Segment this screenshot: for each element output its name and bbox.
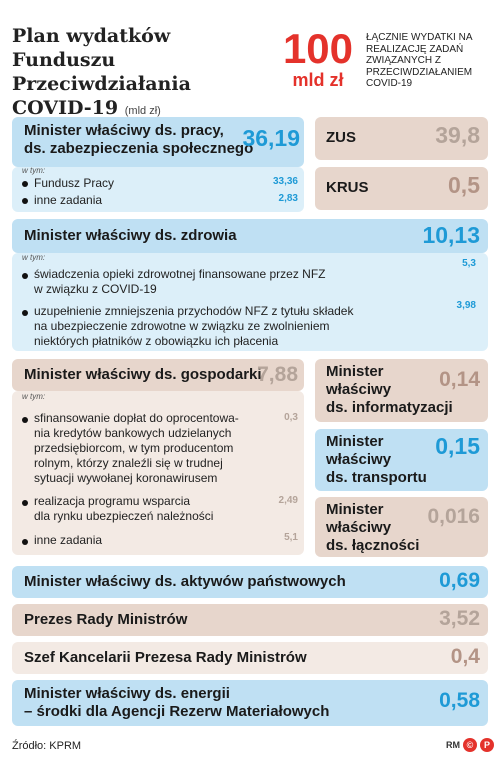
label-szef-kprm: Szef Kancelarii Prezesa Rady Ministrów [24, 649, 307, 666]
in-that-label: w tym: [22, 166, 46, 175]
item-doplaty-line3: przedsiębiorcom, w tym producentom [34, 441, 234, 455]
label-transport-2: właściwy [326, 451, 392, 468]
bullet [22, 417, 28, 423]
chart-title: Plan wydatków Funduszu Przeciwdziałania … [12, 24, 272, 123]
box-praca-details [12, 167, 304, 212]
value-krus: 0,5 [448, 172, 480, 198]
box-energia [12, 680, 488, 726]
value-doplaty: 0,3 [284, 412, 298, 423]
label-aktywa: Minister właściwy ds. aktywów państwowyc… [24, 573, 346, 590]
label-gospodarka: Minister właściwy ds. gospodarki [24, 366, 262, 383]
box-gospodarka-header [12, 359, 304, 391]
value-energia: 0,58 [439, 689, 480, 712]
bullet [22, 539, 28, 545]
value-nfz-2: 3,98 [456, 300, 476, 311]
publisher-logo: RM © P [446, 738, 494, 752]
label-informatyzacja-3: ds. informatyzacji [326, 399, 453, 416]
label-zdrowie: Minister właściwy ds. zdrowia [24, 227, 237, 244]
total-description: ŁĄCZNIE WYDATKI NA REALIZACJĘ ZADAŃ ZWIĄ… [366, 32, 473, 89]
bullet [22, 198, 28, 204]
item-nfz-2-line1: uzupełnienie zmniejszenia przychodów NFZ… [34, 304, 354, 318]
box-aktywa [12, 566, 488, 598]
value-nfz-1: 5,3 [462, 258, 476, 269]
label-zus: ZUS [326, 129, 356, 146]
logo-text: RM [446, 740, 460, 750]
item-ubezpieczenia-line2: dla rynku ubezpieczeń należności [34, 509, 214, 523]
box-gospodarka-details [12, 391, 304, 555]
item-nfz-2-line3: niektórych płatników z obowiązku ich pła… [34, 334, 279, 348]
label-transport-3: ds. transportu [326, 469, 427, 486]
box-zus [315, 117, 488, 160]
box-szef-kprm [12, 642, 488, 674]
value-gospodarka: 7,88 [257, 363, 298, 386]
title-line-2: Przeciwdziałania [12, 73, 191, 95]
value-szef-kprm: 0,4 [450, 645, 480, 668]
box-praca-header [12, 117, 304, 167]
box-zdrowie-header [12, 219, 488, 253]
value-zus: 39,8 [435, 122, 480, 148]
label-transport-1: Minister [326, 433, 384, 450]
label-praca-2: ds. zabezpieczenia społecznego [24, 140, 254, 157]
value-praca-inne: 2,83 [278, 193, 298, 204]
label-energia-1: Minister właściwy ds. energii [24, 685, 230, 702]
item-gospodarka-inne: inne zadania [34, 533, 103, 547]
source-note: Źródło: KPRM [12, 740, 82, 752]
total-value: 100 [282, 25, 354, 72]
title-line-3: COVID-19 (mld zł) [12, 96, 272, 123]
value-prezes: 3,52 [439, 607, 480, 630]
item-doplaty-line4: rolnym, którzy znaleźli się w trudnej [34, 456, 223, 470]
item-doplaty-line2: nia kredytów bankowych udzielanych [34, 426, 232, 440]
box-prezes [12, 604, 488, 636]
copyright-icon: © [463, 738, 477, 752]
box-zdrowie-details [12, 253, 488, 351]
label-praca-1: Minister właściwy ds. pracy, [24, 122, 224, 139]
in-that-label: w tym: [22, 392, 46, 401]
title-line-3-text: COVID-19 [12, 97, 119, 119]
label-krus: KRUS [326, 179, 369, 196]
value-praca: 36,19 [242, 125, 300, 151]
bullet [22, 310, 28, 316]
value-aktywa: 0,69 [439, 569, 480, 592]
box-informatyzacja [315, 359, 488, 422]
box-transport [315, 429, 488, 491]
item-nfz-2-line2: na ubezpieczenie zdrowotne w związku ze … [34, 319, 330, 333]
label-lacznosc-2: właściwy [326, 519, 392, 536]
value-lacznosc: 0,016 [427, 505, 480, 528]
value-informatyzacja: 0,14 [439, 368, 480, 391]
p-circle-icon: P [480, 738, 494, 752]
total-badge: 100 mld zł [272, 25, 364, 91]
label-prezes: Prezes Rady Ministrów [24, 611, 188, 628]
unit-label: (mld zł) [124, 105, 161, 117]
label-informatyzacja-1: Minister [326, 363, 384, 380]
value-fundusz-pracy: 33,36 [272, 176, 298, 187]
value-ubezpieczenia: 2,49 [278, 495, 298, 506]
bullet [22, 273, 28, 279]
value-zdrowie: 10,13 [422, 222, 480, 248]
value-gospodarka-inne: 5,1 [284, 532, 298, 543]
bullet [22, 500, 28, 506]
item-nfz-1-line2: w związku z COVID-19 [34, 282, 157, 296]
label-energia-2: – środki dla Agencji Rezerw Materiałowyc… [24, 703, 330, 720]
item-doplaty-line1: sfinansowanie dopłat do oprocentowa- [34, 411, 239, 425]
in-that-label: w tym: [22, 253, 46, 262]
item-praca-inne: inne zadania [34, 193, 103, 207]
item-nfz-1-line1: świadczenia opieki zdrowotnej finansowan… [34, 267, 326, 281]
label-informatyzacja-2: właściwy [326, 381, 392, 398]
box-lacznosc [315, 497, 488, 557]
total-unit: mld zł [292, 70, 344, 90]
item-fundusz-pracy: Fundusz Pracy [34, 176, 115, 190]
item-doplaty-line5: sytuacji wywołanej koronawirusem [34, 471, 218, 485]
item-ubezpieczenia-line1: realizacja programu wsparcia [34, 494, 191, 508]
box-krus [315, 167, 488, 210]
bullet [22, 181, 28, 187]
label-lacznosc-3: ds. łączności [326, 537, 420, 554]
label-lacznosc-1: Minister [326, 501, 384, 518]
value-transport: 0,15 [435, 433, 480, 459]
title-line-1: Plan wydatków Funduszu [12, 25, 171, 71]
